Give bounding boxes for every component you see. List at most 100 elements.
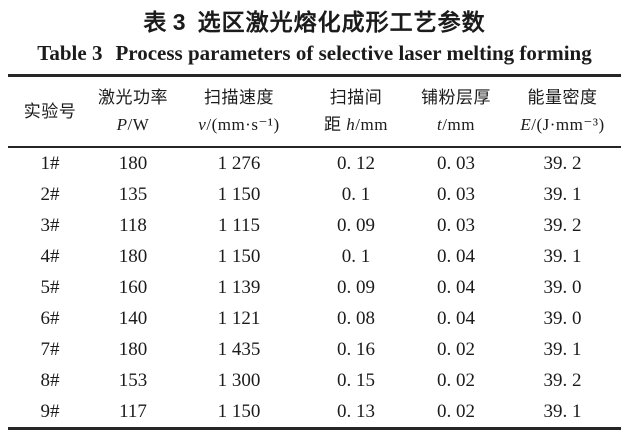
table-cell: 0. 02: [437, 400, 475, 422]
table-cell: 0. 04: [437, 245, 475, 267]
col-label: 扫描速度: [204, 88, 274, 107]
table-cell: 0. 04: [437, 307, 475, 329]
col-symbol: t: [437, 115, 443, 134]
col-symbol-unit: P/W: [92, 111, 174, 138]
table-number-english: Table 3: [37, 41, 103, 65]
table-cell: 0. 1: [341, 245, 371, 267]
table-title-english: Table 3 Process parameters of selective l…: [0, 40, 629, 67]
col-symbol-unit: t/mm: [408, 111, 504, 138]
table-cell: 5#: [40, 276, 60, 298]
col-unit: /(J·mm⁻³): [531, 115, 605, 134]
table-cell: 117: [119, 400, 147, 422]
table-title-chinese: 表 3 选区激光熔化成形工艺参数: [0, 6, 629, 38]
table-caption-chinese: 选区激光熔化成形工艺参数: [197, 9, 486, 35]
table-cell: 39. 1: [543, 245, 582, 267]
table-cell: 0. 02: [437, 338, 475, 360]
table-cell: 1 115: [217, 214, 261, 236]
table-caption-english: Process parameters of selective laser me…: [115, 41, 592, 65]
col-label: 扫描间: [329, 88, 383, 107]
table-cell: 3#: [40, 214, 60, 236]
table-row: 5# 160 1 139 0. 09 0. 04 39. 0: [8, 272, 621, 303]
col-line2-prefix: 距: [324, 115, 347, 134]
table-cell: 39. 2: [543, 152, 582, 174]
table-cell: 153: [118, 369, 148, 391]
table-cell: 0. 1: [341, 183, 371, 205]
col-symbol: v: [198, 115, 207, 134]
table-row: 7# 180 1 435 0. 16 0. 02 39. 1: [8, 334, 621, 365]
col-symbol-unit: 距 h/mm: [304, 111, 408, 138]
table-row: 1# 180 1 276 0. 12 0. 03 39. 2: [8, 147, 621, 179]
col-label: 实验号: [23, 101, 77, 121]
table-cell: 39. 1: [543, 183, 582, 205]
table-cell: 1 276: [217, 152, 261, 174]
header-row: 实验号 激光功率 P/W 扫描速度 v/(mm·s⁻¹) 扫描间 距 h/mm: [8, 76, 621, 148]
table-cell: 0. 16: [337, 338, 375, 360]
col-label: 铺粉层厚: [421, 88, 491, 107]
process-parameters-table: 实验号 激光功率 P/W 扫描速度 v/(mm·s⁻¹) 扫描间 距 h/mm: [8, 74, 621, 430]
table-row: 8# 153 1 300 0. 15 0. 02 39. 2: [8, 365, 621, 396]
table-cell: 140: [118, 307, 148, 329]
col-symbol: h: [346, 115, 356, 134]
col-symbol-unit: v/(mm·s⁻¹): [174, 111, 304, 138]
table-cell: 0. 09: [337, 214, 375, 236]
table-cell: 0. 03: [437, 152, 475, 174]
table-cell: 1 300: [217, 369, 261, 391]
col-header-energy-density: 能量密度 E/(J·mm⁻³): [504, 76, 621, 148]
table-cell: 1 139: [217, 276, 261, 298]
table-cell: 0. 03: [437, 183, 475, 205]
table-row: 9# 117 1 150 0. 13 0. 02 39. 1: [8, 396, 621, 429]
table-cell: 180: [118, 152, 148, 174]
table-row: 3# 118 1 115 0. 09 0. 03 39. 2: [8, 210, 621, 241]
col-unit: /(mm·s⁻¹): [206, 115, 280, 134]
table-cell: 1 150: [217, 400, 261, 422]
table-row: 6# 140 1 121 0. 08 0. 04 39. 0: [8, 303, 621, 334]
table-cell: 180: [118, 245, 148, 267]
table-cell: 4#: [40, 245, 60, 267]
table-cell: 39. 0: [543, 276, 582, 298]
table-cell: 0. 12: [337, 152, 375, 174]
table-cell: 135: [118, 183, 148, 205]
table-cell: 180: [118, 338, 148, 360]
table-cell: 39. 2: [543, 369, 582, 391]
table-cell: 39. 1: [543, 338, 582, 360]
col-header-scan-spacing: 扫描间 距 h/mm: [304, 76, 408, 148]
table-cell: 7#: [40, 338, 60, 360]
table-cell: 1 150: [217, 245, 261, 267]
table-cell: 0. 02: [437, 369, 475, 391]
table-cell: 1 150: [217, 183, 261, 205]
table-cell: 2#: [40, 183, 60, 205]
table-cell: 1#: [40, 152, 60, 174]
table-cell: 1 435: [217, 338, 261, 360]
col-label: 激光功率: [98, 88, 168, 107]
table-cell: 6#: [40, 307, 60, 329]
col-unit: /mm: [355, 115, 388, 134]
table-container: 实验号 激光功率 P/W 扫描速度 v/(mm·s⁻¹) 扫描间 距 h/mm: [8, 74, 621, 430]
col-symbol-unit: E/(J·mm⁻³): [504, 111, 621, 138]
table-cell: 0. 03: [437, 214, 475, 236]
col-label: 能量密度: [527, 88, 598, 107]
col-header-laser-power: 激光功率 P/W: [92, 76, 174, 148]
table-number-chinese: 表 3: [143, 9, 186, 35]
table-header: 实验号 激光功率 P/W 扫描速度 v/(mm·s⁻¹) 扫描间 距 h/mm: [8, 76, 621, 148]
table-cell: 8#: [40, 369, 60, 391]
col-unit: /W: [127, 115, 150, 134]
table-cell: 118: [119, 214, 147, 236]
table-cell: 1 121: [217, 307, 261, 329]
table-cell: 39. 1: [543, 400, 582, 422]
table-row: 4# 180 1 150 0. 1 0. 04 39. 1: [8, 241, 621, 272]
table-cell: 0. 09: [337, 276, 375, 298]
table-cell: 0. 04: [437, 276, 475, 298]
col-symbol: E: [520, 115, 532, 134]
col-header-scan-speed: 扫描速度 v/(mm·s⁻¹): [174, 76, 304, 148]
table-cell: 39. 2: [543, 214, 582, 236]
table-body: 1# 180 1 276 0. 12 0. 03 39. 2 2# 135 1 150 0. 1 0…: [8, 147, 621, 429]
table-cell: 0. 13: [337, 400, 375, 422]
table-cell: 0. 08: [337, 307, 375, 329]
col-unit: /mm: [442, 115, 475, 134]
table-row: 2# 135 1 150 0. 1 0. 03 39. 1: [8, 179, 621, 210]
table-cell: 9#: [40, 400, 60, 422]
table-cell: 39. 0: [543, 307, 582, 329]
col-symbol: P: [116, 115, 128, 134]
col-header-experiment-no: 实验号: [8, 76, 92, 148]
